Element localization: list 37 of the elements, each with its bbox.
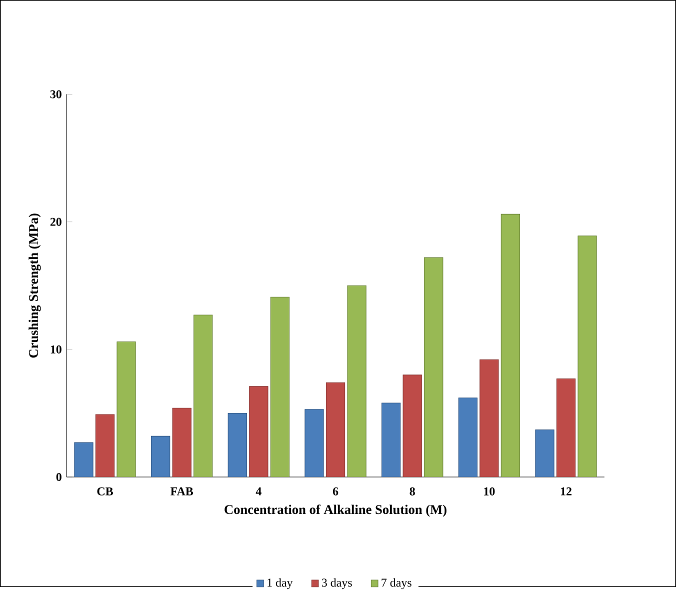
bar: [402, 374, 422, 478]
bar: [500, 214, 520, 478]
y-tick-label: 10: [50, 345, 62, 354]
bar: [116, 342, 136, 478]
bar: [480, 359, 499, 478]
bar: [535, 430, 554, 478]
x-tick-label: 6: [332, 487, 338, 496]
legend-label: 1 day: [268, 578, 293, 590]
bar: [151, 436, 170, 478]
x-tick-label: FAB: [170, 487, 194, 496]
bar: [458, 398, 478, 478]
bar: [74, 442, 94, 478]
legend-label: 3 days: [322, 578, 352, 590]
x-tick-label: 12: [560, 487, 572, 496]
bar: [326, 382, 346, 478]
bar: [424, 257, 444, 478]
bar: [382, 402, 401, 478]
bar: [578, 236, 597, 478]
y-tick-label: 20: [50, 218, 62, 226]
x-tick-label: 4: [256, 487, 262, 496]
bar: [194, 314, 213, 478]
legend-label: 7 days: [382, 578, 412, 590]
bar: [249, 386, 268, 478]
y-tick-label: 0: [56, 473, 62, 482]
x-axis-title: Concentration of Alkaline Solution (M): [224, 504, 446, 517]
bar: [304, 409, 324, 478]
bar: [556, 378, 576, 478]
bar: [95, 414, 115, 478]
bar: [270, 296, 290, 478]
x-tick-label: CB: [97, 487, 113, 496]
y-axis-title: Crushing Strength (MPa): [28, 214, 41, 358]
bar: [172, 408, 192, 478]
x-tick-label: 10: [484, 487, 495, 496]
y-tick-label: 30: [50, 90, 62, 98]
bar: [347, 285, 366, 478]
x-tick-label: 8: [410, 487, 415, 496]
bar: [228, 413, 247, 478]
